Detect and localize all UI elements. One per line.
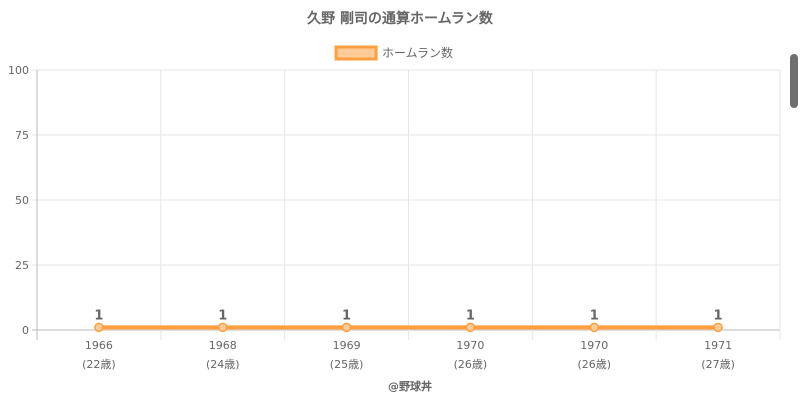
data-label: 1 [714, 308, 723, 323]
y-tick-label: 0 [22, 324, 29, 337]
data-point[interactable] [218, 322, 228, 333]
credit: @野球丼 [388, 379, 432, 393]
y-tick-label: 75 [15, 129, 29, 142]
data-label: 1 [94, 308, 103, 323]
x-tick-label: 1970 [456, 339, 484, 352]
x-tick-label: 1970 [580, 339, 608, 352]
data-label: 1 [342, 308, 351, 323]
x-tick-label: 1968 [209, 339, 237, 352]
data-label: 1 [590, 308, 599, 323]
series-homeruns [94, 322, 723, 333]
data-point[interactable] [341, 322, 352, 333]
x-axis: 1966 (22歳) 1968 (24歳) 1969 (25歳) 1970 (26歳) 1970… [82, 339, 735, 371]
y-tick-label: 50 [15, 194, 29, 207]
x-tick-label: 1966 [85, 339, 113, 352]
x-tick-sublabel: (25歳) [330, 358, 364, 371]
grid [32, 69, 781, 340]
legend-swatch [334, 45, 378, 61]
x-tick-sublabel: (26歳) [577, 358, 611, 371]
x-tick-label: 1971 [704, 339, 732, 352]
data-point[interactable] [713, 322, 723, 333]
data-point[interactable] [589, 322, 599, 333]
y-tick-label: 100 [8, 64, 29, 77]
x-tick-sublabel: (24歳) [206, 358, 240, 371]
legend[interactable]: ホームラン数 [334, 45, 453, 61]
data-labels: 1 1 1 1 1 1 [94, 308, 722, 323]
x-tick-label: 1969 [333, 339, 361, 352]
chart-title: 久野 剛司の通算ホームラン数 [306, 10, 494, 27]
x-tick-sublabel: (26歳) [454, 358, 488, 371]
data-label: 1 [218, 308, 227, 323]
x-tick-sublabel: (22歳) [82, 358, 116, 371]
x-tick-sublabel: (27歳) [701, 358, 735, 371]
legend-label: ホームラン数 [382, 45, 453, 60]
scrollbar-thumb[interactable] [790, 54, 798, 108]
y-axis: 0 25 50 75 100 [8, 64, 29, 337]
data-point[interactable] [94, 322, 104, 333]
data-point[interactable] [465, 322, 476, 333]
y-tick-label: 25 [15, 259, 29, 272]
data-label: 1 [466, 308, 475, 323]
